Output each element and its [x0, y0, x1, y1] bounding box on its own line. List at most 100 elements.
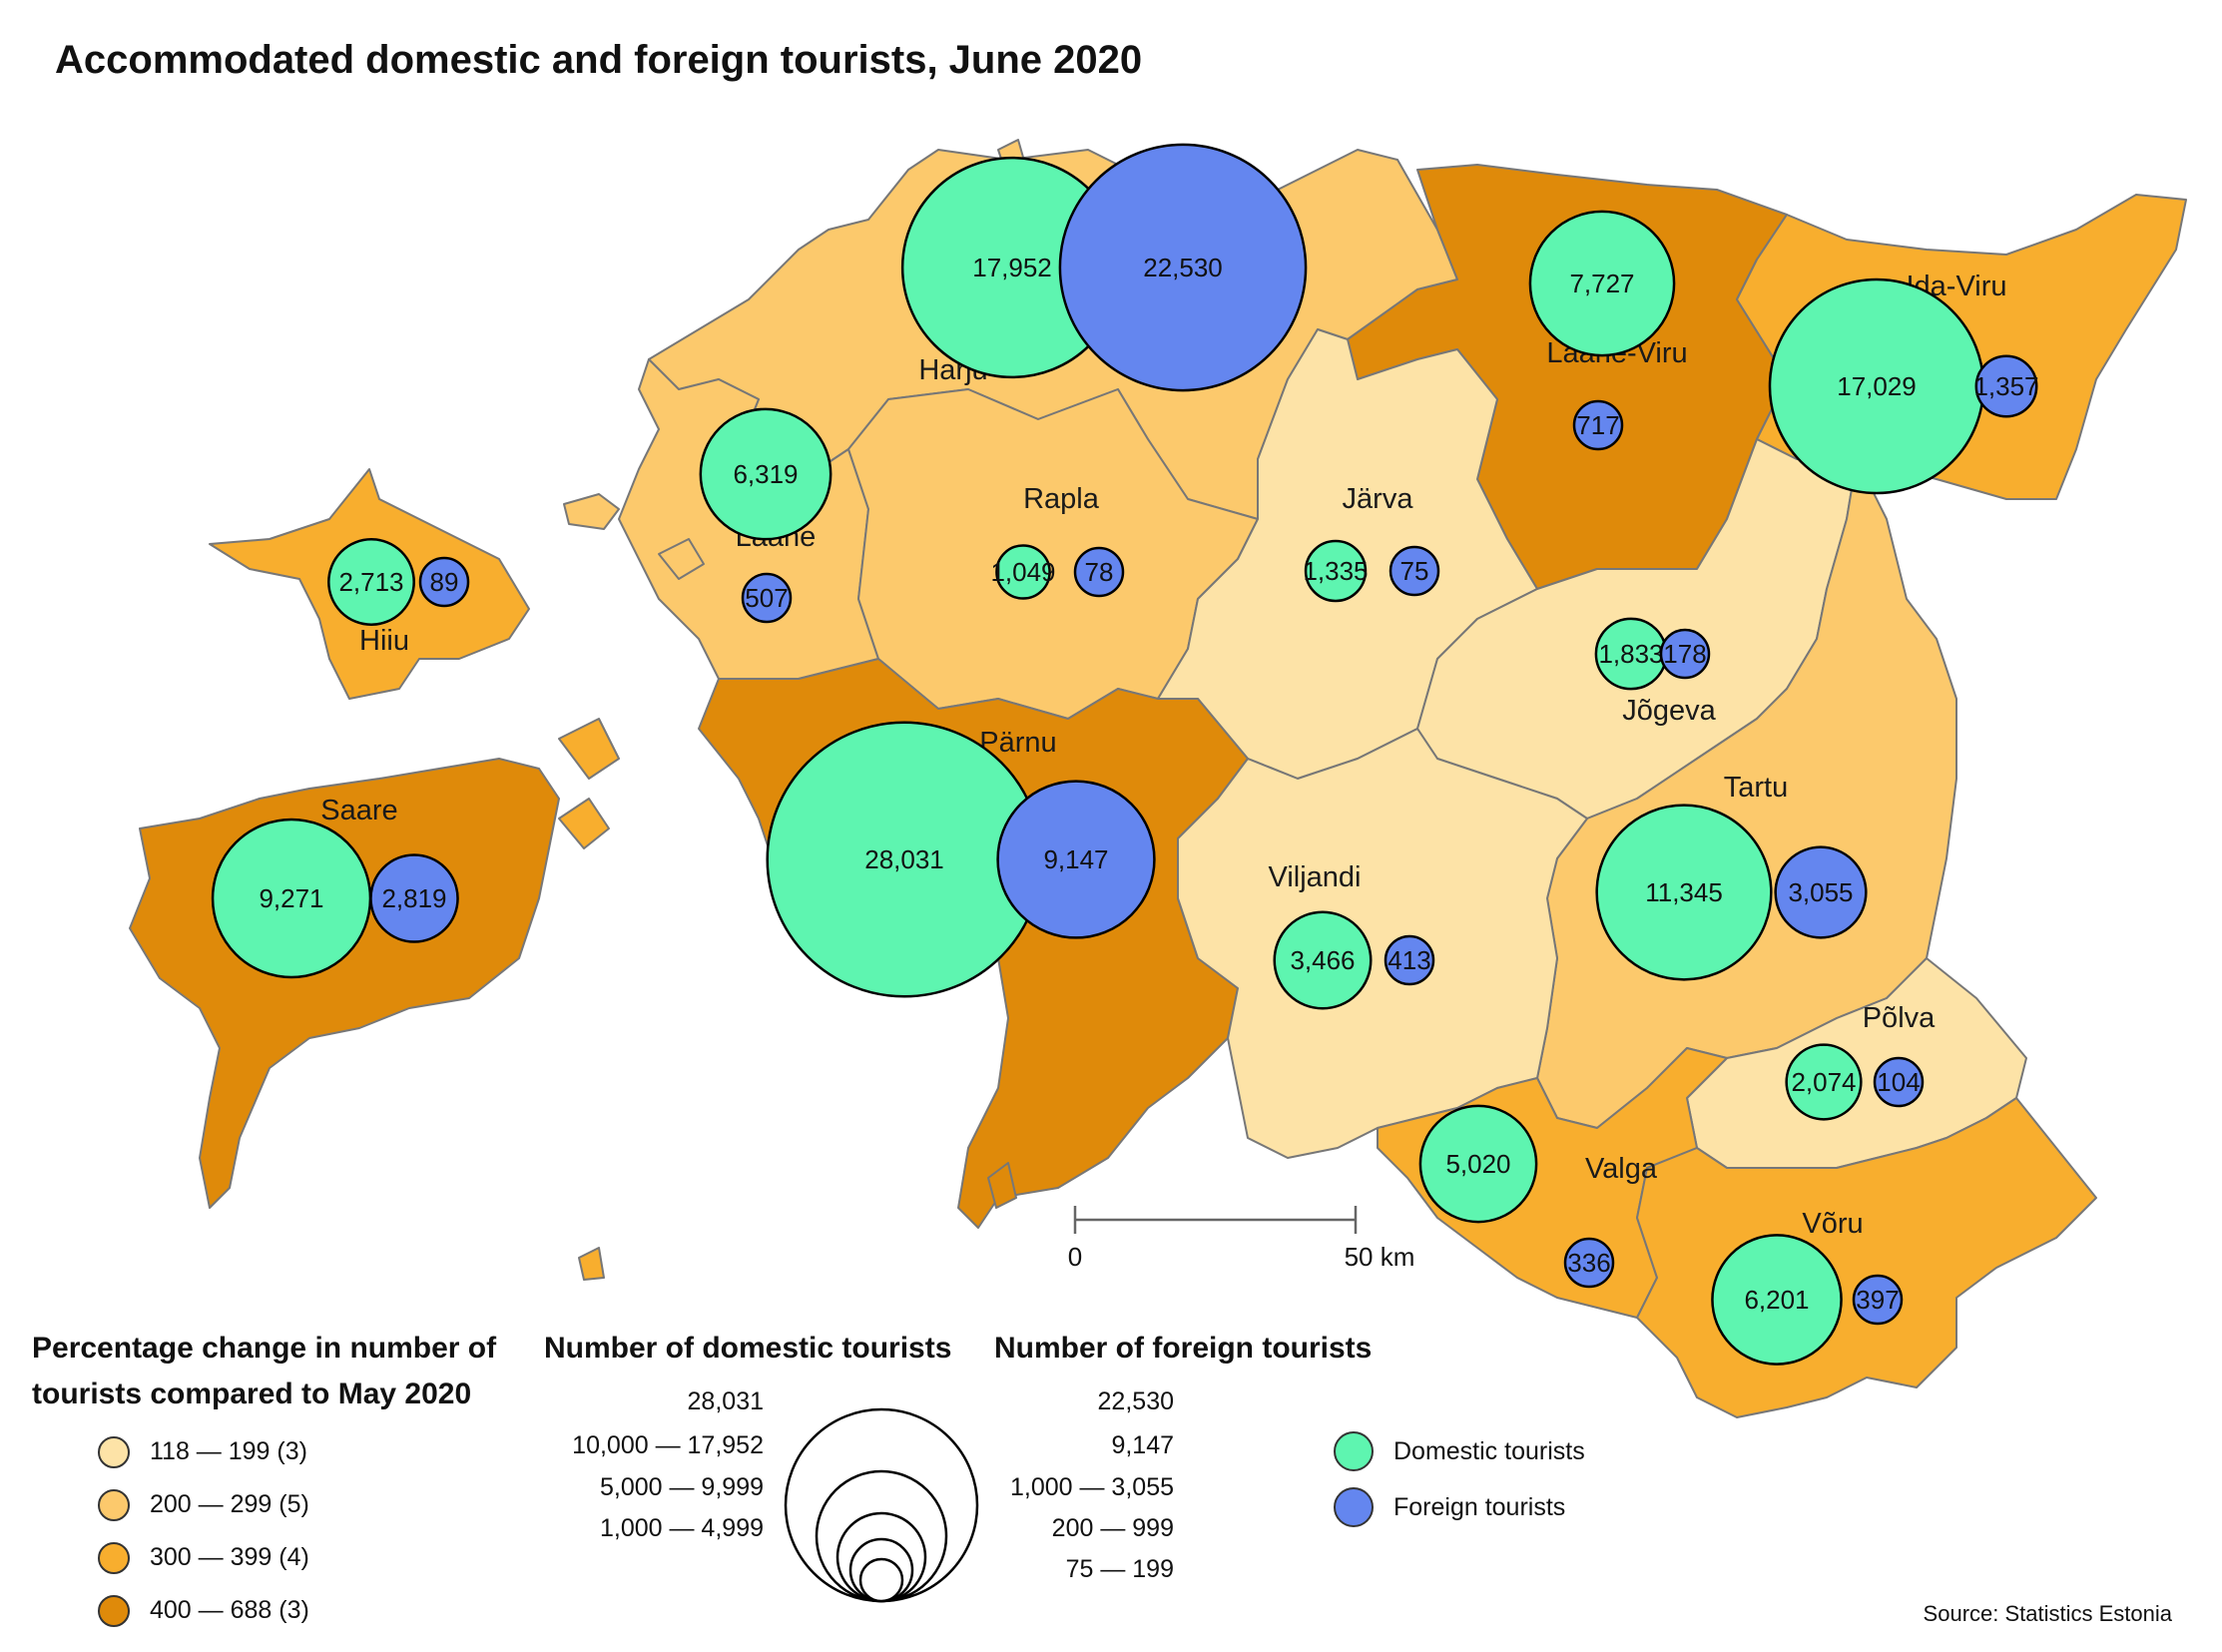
legend-percentage-title-1: Percentage change in number of — [32, 1332, 497, 1365]
legend-percentage-change: Percentage change in number of tourists … — [32, 1326, 496, 1637]
legend-foreign-row: 200 — 999 — [1051, 1514, 1174, 1542]
foreign-value-saare: 2,819 — [381, 883, 446, 913]
legend-class-label: 200 — 299 (5) — [150, 1490, 309, 1518]
legend-type-label: Foreign tourists — [1393, 1492, 1566, 1521]
legend-foreign-title: Number of foreign tourists — [994, 1332, 1373, 1365]
county-label-rapla: Rapla — [1023, 483, 1100, 515]
domestic-value-laane: 6,319 — [733, 459, 798, 489]
foreign-bubble-parnu — [996, 780, 1156, 939]
domestic-bubble-laane — [699, 407, 833, 541]
foreign-bubble-polva — [1873, 1056, 1925, 1108]
legend-class-label: 118 — 199 (3) — [150, 1437, 307, 1465]
scale-bar: 0 50 km — [1068, 1206, 1415, 1272]
legend-type-label: Domestic tourists — [1393, 1436, 1585, 1465]
foreign-bubble-rapla — [1073, 546, 1125, 598]
legend-foreign-values: 22,530 9,147 1,000 — 3,055 200 — 999 75 … — [988, 1379, 1174, 1590]
domestic-bubble-jarva — [1304, 539, 1368, 603]
tourist-bubbles: 17,952 22,530 7,727 717 17,029 1,357 6,319 507 1… — [211, 143, 2039, 1366]
legend-class-row: 300 — 399 (4) — [98, 1531, 496, 1584]
foreign-bubble-hiiu — [418, 556, 470, 608]
domestic-bubble-laane-viru — [1528, 210, 1676, 357]
legend-domestic-row: 10,000 — 17,952 — [572, 1431, 764, 1459]
foreign-value-tartu: 3,055 — [1788, 877, 1853, 907]
foreign-bubble-tartu — [1774, 845, 1868, 939]
legend-class-label: 300 — 399 (4) — [150, 1543, 309, 1571]
domestic-value-polva: 2,074 — [1791, 1067, 1856, 1097]
foreign-value-parnu: 9,147 — [1043, 844, 1108, 874]
domestic-value-saare: 9,271 — [259, 883, 323, 913]
foreign-bubble-harju — [1058, 143, 1308, 392]
domestic-value-rapla: 1,049 — [990, 557, 1055, 587]
domestic-bubble-voru — [1711, 1234, 1843, 1366]
foreign-value-rapla: 78 — [1085, 557, 1114, 587]
domestic-value-hiiu: 2,713 — [338, 567, 403, 597]
legend-type-row: Domestic tourists — [1334, 1423, 1585, 1479]
domestic-value-parnu: 28,031 — [864, 844, 944, 874]
county-label-polva: Põlva — [1863, 1002, 1936, 1034]
domestic-bubble-valga — [1418, 1104, 1538, 1224]
foreign-value-polva: 104 — [1877, 1067, 1920, 1097]
foreign-bubble-jogeva — [1659, 628, 1711, 680]
foreign-bubble-valga — [1563, 1237, 1615, 1289]
foreign-bubble-laane-viru — [1572, 399, 1624, 451]
foreign-value-laane: 507 — [745, 583, 788, 613]
scale-bar-start-label: 0 — [1068, 1242, 1082, 1272]
legend-class-row: 200 — 299 (5) — [98, 1478, 496, 1531]
county-label-jarva: Järva — [1343, 483, 1414, 515]
foreign-bubble-voru — [1852, 1274, 1904, 1326]
legend-foreign-swatch — [1334, 1487, 1374, 1527]
county-label-hiiu: Hiiu — [359, 625, 409, 657]
legend-class-swatch — [98, 1541, 130, 1574]
foreign-value-voru: 397 — [1856, 1285, 1899, 1315]
domestic-bubble-rapla — [995, 544, 1051, 600]
legend-class-swatch — [98, 1594, 130, 1627]
foreign-bubble-saare — [369, 853, 459, 943]
legend-domestic-title: Number of domestic tourists — [544, 1332, 952, 1365]
legend-class-row: 118 — 199 (3) — [98, 1425, 496, 1478]
domestic-value-harju: 17,952 — [972, 253, 1052, 282]
foreign-value-jarva: 75 — [1400, 556, 1429, 586]
county-label-tartu: Tartu — [1724, 772, 1788, 804]
map-title: Accommodated domestic and foreign touris… — [55, 38, 1143, 82]
county-label-viljandi: Viljandi — [1269, 861, 1362, 893]
domestic-value-ida-viru: 17,029 — [1837, 371, 1917, 401]
legend-domestic-swatch — [1334, 1431, 1374, 1471]
domestic-value-valga: 5,020 — [1445, 1149, 1510, 1179]
legend-percentage-title-2: tourists compared to May 2020 — [32, 1377, 472, 1410]
domestic-value-laane-viru: 7,727 — [1569, 269, 1634, 298]
foreign-value-laane-viru: 717 — [1576, 410, 1619, 440]
county-label-saare: Saare — [320, 795, 397, 826]
legend-tourist-types: Domestic tourists Foreign tourists — [1334, 1423, 1585, 1535]
domestic-value-voru: 6,201 — [1744, 1285, 1809, 1315]
foreign-value-jogeva: 178 — [1663, 639, 1706, 669]
legend-foreign-row: 75 — 199 — [1065, 1555, 1174, 1583]
legend-domestic-row: 1,000 — 4,999 — [599, 1514, 764, 1542]
source-note: Source: Statistics Estonia — [1923, 1601, 2172, 1626]
domestic-value-tartu: 11,345 — [1645, 877, 1723, 907]
legend-class-row: 400 — 688 (3) — [98, 1584, 496, 1637]
domestic-value-jogeva: 1,833 — [1598, 639, 1663, 669]
legend-foreign-row: 1,000 — 3,055 — [1009, 1473, 1174, 1501]
foreign-bubble-jarva — [1389, 545, 1440, 597]
foreign-value-ida-viru: 1,357 — [1973, 371, 2038, 401]
foreign-bubble-viljandi — [1384, 934, 1435, 986]
foreign-value-harju: 22,530 — [1143, 253, 1223, 282]
legend-class-swatch — [98, 1488, 130, 1521]
legend-domestic-values: 28,031 10,000 — 17,952 5,000 — 9,999 1,0… — [544, 1379, 764, 1549]
county-label-jogeva: Jõgeva — [1622, 695, 1716, 727]
domestic-bubble-hiiu — [327, 538, 415, 626]
domestic-value-viljandi: 3,466 — [1290, 945, 1355, 975]
legend-class-swatch — [98, 1435, 130, 1468]
legend-foreign-row: 22,530 — [1097, 1387, 1174, 1415]
legend-class-label: 400 — 688 (3) — [150, 1596, 309, 1624]
domestic-bubble-tartu — [1595, 804, 1773, 981]
size-legend-circles — [784, 1407, 979, 1603]
domestic-bubble-polva — [1785, 1043, 1863, 1121]
foreign-bubble-laane — [741, 572, 793, 624]
foreign-value-hiiu: 89 — [430, 567, 459, 597]
legend-foreign-row: 9,147 — [1111, 1431, 1174, 1459]
foreign-bubble-ida-viru — [1974, 354, 2038, 418]
scale-bar-end-label: 50 km — [1345, 1242, 1415, 1272]
county-label-voru: Võru — [1802, 1208, 1863, 1240]
